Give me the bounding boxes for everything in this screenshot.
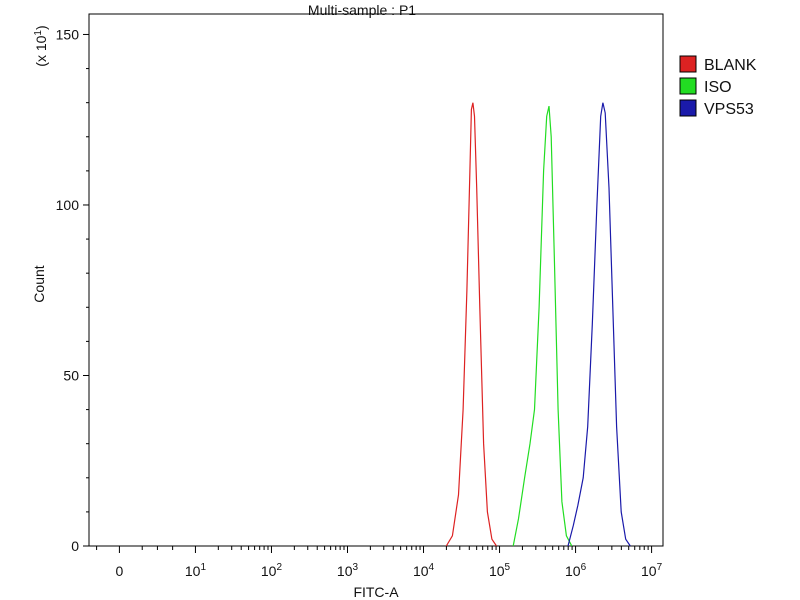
x-tick-label: 105	[489, 562, 511, 579]
series-layer	[445, 102, 631, 547]
x-axis: 0 101 102 103 104 105 106 107	[96, 546, 663, 579]
legend: BLANK ISO VPS53	[679, 55, 757, 118]
x-tick-label: 106	[565, 562, 587, 579]
chart-title: Multi-sample : P1	[308, 2, 416, 18]
y-multiplier-exp: 1	[33, 30, 44, 36]
y-tick-label: 50	[63, 367, 79, 383]
y-tick-label: 150	[56, 26, 80, 42]
legend-label: VPS53	[704, 101, 754, 118]
x-tick-label: 102	[261, 562, 283, 579]
legend-swatch	[679, 77, 697, 95]
x-axis-label: FITC-A	[353, 584, 399, 600]
x-tick-label: 101	[185, 562, 207, 579]
legend-label: BLANK	[704, 57, 757, 74]
y-tick-label: 0	[71, 538, 79, 554]
legend-swatch	[679, 55, 697, 73]
series-line-blank	[445, 102, 497, 547]
legend-label: ISO	[704, 79, 732, 96]
series-line-vps53	[567, 102, 631, 547]
x-tick-label: 0	[116, 563, 124, 579]
x-tick-label: 103	[337, 562, 359, 579]
y-multiplier-close: )	[33, 25, 49, 30]
y-multiplier-label: (x 101)	[33, 25, 49, 66]
x-tick-label: 104	[413, 562, 435, 579]
y-axis: 0 50 100 150	[56, 26, 89, 554]
legend-swatch	[679, 99, 697, 117]
y-multiplier-base: (x 10	[33, 35, 49, 66]
plot-frame	[88, 13, 664, 547]
y-tick-label: 100	[56, 197, 80, 213]
x-tick-label: 107	[641, 562, 663, 579]
y-axis-label: Count	[31, 265, 47, 302]
series-line-iso	[512, 105, 573, 547]
